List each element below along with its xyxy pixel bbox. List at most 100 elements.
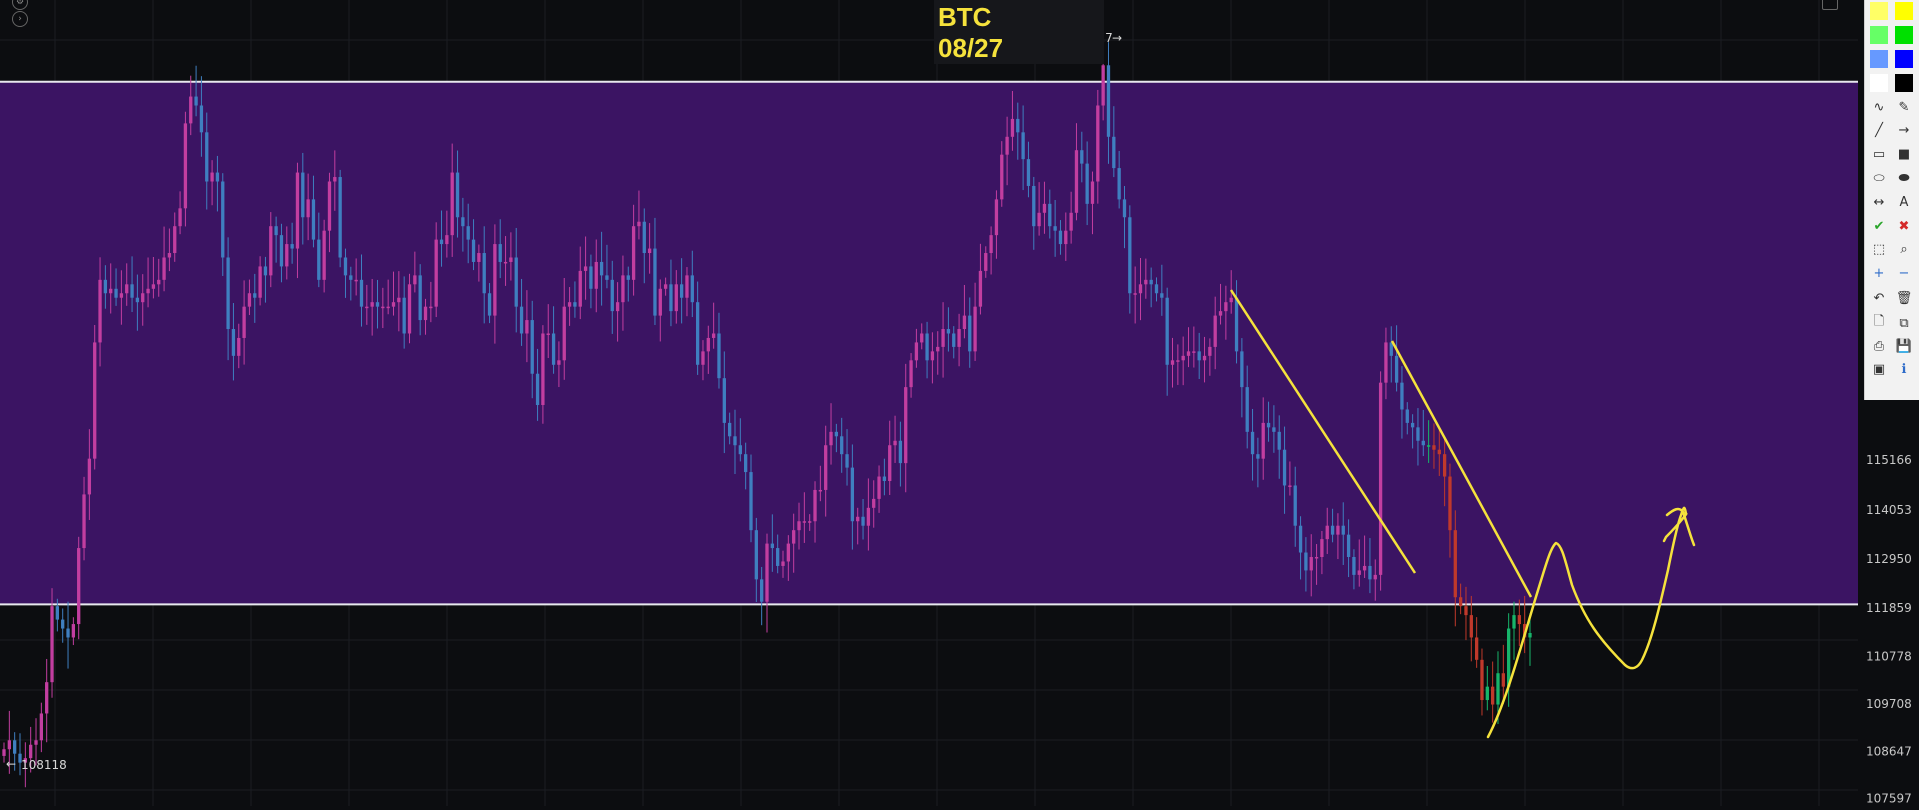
- candle-body: [1133, 293, 1137, 295]
- candle-body: [103, 279, 108, 294]
- candle-body: [562, 306, 566, 361]
- price-tick-label: 109708: [1866, 697, 1912, 711]
- candle-body: [717, 333, 721, 379]
- candle-body: [1288, 485, 1292, 487]
- undo-icon[interactable]: ↶: [1873, 290, 1885, 306]
- candle-body: [882, 476, 887, 482]
- color-swatch[interactable]: [1870, 26, 1888, 44]
- drawing-toolbox: ∿ ✎ ╱ → ▭ ■ ⬭ ⬬ ↔ A ✔ ✖ ⬚ ⌕ + − ↶ 🗑 🗋 ⧉ ⎙ 💾 ▣ ℹ: [1864, 0, 1919, 400]
- candle-body: [1042, 203, 1047, 213]
- candle-body: [1186, 351, 1191, 356]
- arrow-icon[interactable]: →: [1898, 122, 1910, 138]
- cancel-icon[interactable]: ✖: [1898, 218, 1910, 234]
- color-swatch[interactable]: [1870, 50, 1888, 68]
- save-icon[interactable]: 💾: [1895, 338, 1913, 354]
- candle-body: [445, 235, 449, 245]
- candle-body: [1368, 565, 1372, 580]
- candle-body: [274, 226, 278, 236]
- color-swatch[interactable]: [1895, 50, 1913, 68]
- candle-body: [1298, 525, 1303, 553]
- candle-body: [130, 284, 134, 298]
- confirm-icon[interactable]: ✔: [1873, 218, 1885, 234]
- candle-body: [205, 132, 209, 182]
- candle-body: [786, 543, 790, 562]
- candle-body: [685, 275, 689, 298]
- color-swatch[interactable]: [1870, 2, 1888, 20]
- candle-body: [125, 284, 129, 294]
- filled-rectangle-icon[interactable]: ■: [1897, 146, 1911, 162]
- candle-body: [317, 239, 321, 280]
- candle-body: [1213, 315, 1217, 347]
- candle-body: [194, 96, 198, 106]
- candle-body: [173, 226, 177, 254]
- text-icon[interactable]: A: [1899, 194, 1909, 210]
- candle-body: [1016, 118, 1020, 133]
- candle-body: [295, 172, 300, 249]
- candle-body: [957, 329, 961, 347]
- ellipse-icon[interactable]: ⬭: [1873, 170, 1885, 186]
- candle-body: [413, 275, 417, 285]
- freehand-icon[interactable]: ∿: [1873, 99, 1885, 115]
- candle-body: [1106, 65, 1111, 137]
- projection-arrow-head: [1665, 507, 1696, 547]
- candle-body: [1485, 686, 1489, 701]
- candle-body: [797, 521, 801, 531]
- copy-icon[interactable]: ⧉: [1899, 315, 1909, 331]
- candle-body: [1442, 454, 1447, 477]
- candle-body: [119, 293, 124, 298]
- candle-body: [1160, 293, 1164, 298]
- color-swatch[interactable]: [1895, 2, 1913, 20]
- print-icon[interactable]: ⎙: [1873, 338, 1885, 354]
- screenshot-icon[interactable]: ▣: [1872, 361, 1886, 377]
- candle-body: [1170, 360, 1175, 365]
- candle-body: [375, 302, 380, 307]
- trash-icon[interactable]: 🗑: [1895, 290, 1913, 306]
- candle-body: [1208, 346, 1212, 356]
- double-arrow-icon[interactable]: ↔: [1873, 194, 1885, 210]
- candle-body: [82, 494, 86, 549]
- candle-body: [936, 346, 940, 352]
- candle-body: [514, 257, 518, 307]
- candle-body: [402, 297, 406, 334]
- info-icon[interactable]: ℹ: [1901, 361, 1907, 377]
- color-swatch[interactable]: [1895, 26, 1913, 44]
- candle-body: [754, 530, 758, 580]
- candle-body: [818, 489, 823, 492]
- candle-body: [13, 740, 17, 754]
- line-icon[interactable]: ╱: [1875, 122, 1883, 138]
- candle-body: [290, 244, 294, 249]
- candle-body: [695, 302, 700, 365]
- candle-body: [621, 275, 625, 303]
- expand-icon[interactable]: ›: [12, 11, 28, 27]
- candle-body: [1037, 212, 1041, 227]
- minus-icon[interactable]: −: [1898, 265, 1910, 281]
- color-swatch[interactable]: [1895, 74, 1913, 92]
- price-tick-label: 108647: [1866, 745, 1912, 759]
- candle-body: [770, 543, 774, 549]
- candle-body: [29, 744, 33, 759]
- candle-body: [525, 320, 529, 334]
- rectangle-icon[interactable]: ▭: [1872, 146, 1886, 162]
- candle-body: [1400, 382, 1404, 410]
- new-file-icon[interactable]: 🗋: [1873, 314, 1885, 329]
- candle-body: [167, 253, 172, 258]
- candle-body: [114, 288, 118, 298]
- candle-body: [1458, 597, 1463, 607]
- candle-body: [1304, 552, 1308, 571]
- candle-body: [231, 329, 236, 356]
- filled-ellipse-icon[interactable]: ⬬: [1898, 170, 1910, 186]
- candle-body: [946, 329, 951, 334]
- candle-body: [2, 749, 6, 756]
- plus-icon[interactable]: +: [1873, 265, 1885, 281]
- color-swatch[interactable]: [1870, 74, 1888, 92]
- zoom-icon[interactable]: ⌕: [1900, 241, 1908, 257]
- crop-icon[interactable]: ⬚: [1872, 241, 1886, 257]
- candle-body: [941, 329, 945, 347]
- candle-body: [888, 445, 892, 482]
- candle-body: [1432, 445, 1436, 450]
- candle-body: [904, 387, 908, 464]
- pencil-icon[interactable]: ✎: [1898, 99, 1910, 115]
- candle-body: [215, 172, 220, 182]
- candle-body: [519, 306, 524, 334]
- window-icon[interactable]: [1822, 0, 1838, 10]
